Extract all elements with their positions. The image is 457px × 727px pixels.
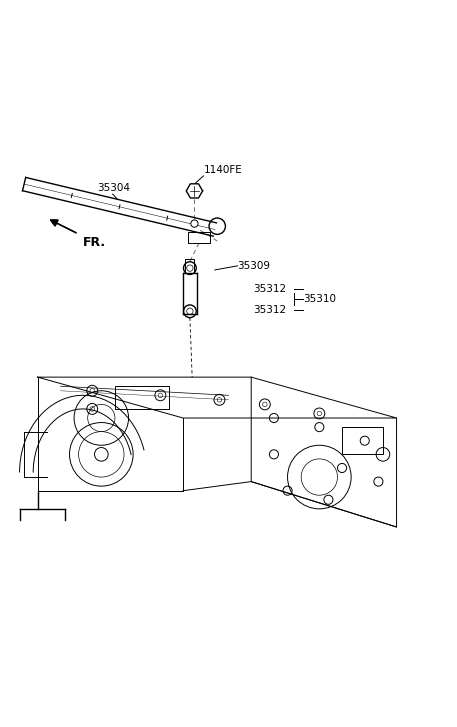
Bar [115, 386, 170, 409]
Polygon shape [186, 184, 202, 198]
Text: 35312: 35312 [254, 284, 287, 294]
Bar [188, 232, 210, 243]
Text: 35309: 35309 [238, 261, 271, 271]
Text: 35312: 35312 [254, 305, 287, 315]
Text: 35304: 35304 [97, 183, 130, 193]
Bar [342, 427, 383, 454]
Text: FR.: FR. [83, 236, 106, 249]
Text: 35310: 35310 [303, 294, 336, 304]
Circle shape [191, 220, 198, 228]
Text: 1140FE: 1140FE [203, 165, 242, 175]
